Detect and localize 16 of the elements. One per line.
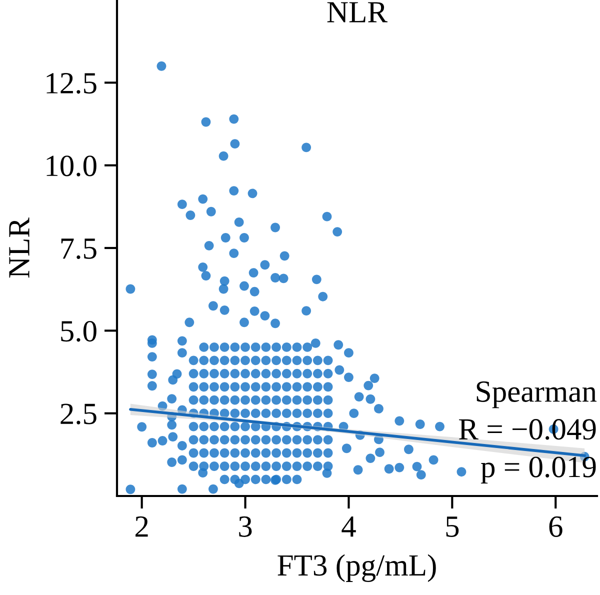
x-tick-label: 5: [446, 516, 459, 537]
y-tick-label: 7.5: [61, 238, 96, 260]
y-tick-label: 5.0: [61, 320, 96, 342]
x-tick-label: 6: [549, 516, 562, 537]
x-tick-label: 3: [239, 516, 252, 537]
x-tick-label: 2: [136, 516, 148, 537]
x-tick-label: 4: [342, 516, 356, 537]
annotation: p = 0.019: [480, 456, 596, 484]
y-tick-label: 10.0: [46, 156, 96, 176]
y-tick-label: 12.5: [46, 73, 96, 94]
annotation: R = −0.049: [459, 419, 596, 440]
y-axis-title: NLR: [9, 217, 30, 278]
annotation: Spearman: [476, 381, 597, 408]
y-tick-label: 2.5: [60, 404, 96, 424]
chart-title: NLR: [327, 2, 388, 22]
x-axis-title: FT3 (pg/mL): [278, 554, 436, 582]
